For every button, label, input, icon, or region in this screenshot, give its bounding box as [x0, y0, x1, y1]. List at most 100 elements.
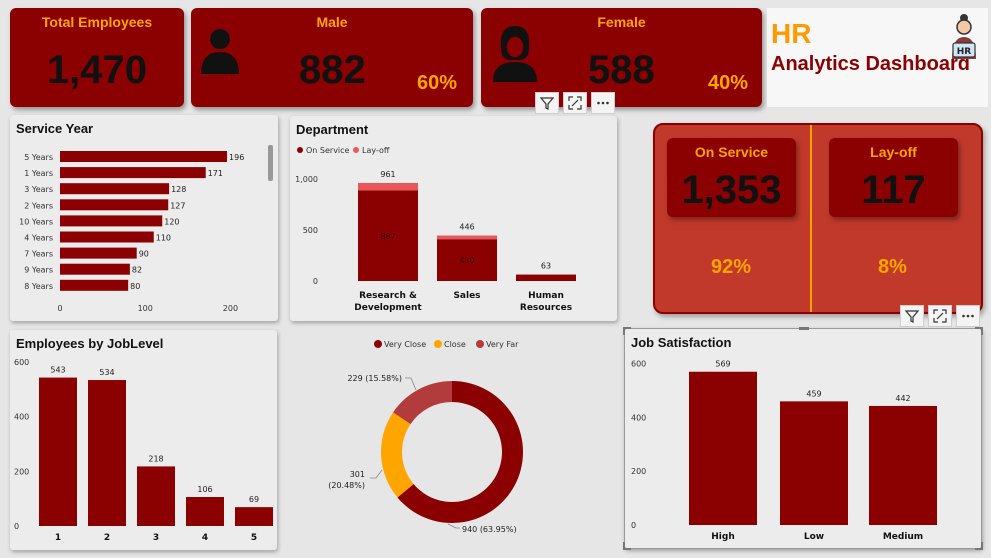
service-year-bar	[60, 183, 170, 195]
service-year-category-label: 5 Years	[24, 153, 53, 162]
focus-mode-button[interactable]	[563, 92, 587, 114]
job-level-y-tick: 200	[14, 467, 29, 476]
service-year-value-label: 110	[156, 234, 171, 243]
male-pct: 60%	[417, 72, 458, 94]
department-title: Department	[296, 122, 369, 137]
male-user-icon	[201, 29, 239, 74]
hr-logo-text: HR	[957, 47, 972, 57]
job-level-value-label: 106	[197, 485, 212, 494]
service-year-x-tick: 100	[138, 304, 153, 313]
female-card[interactable]: Female 588 40%	[481, 8, 762, 107]
job-satisfaction-category-label: Low	[804, 532, 824, 542]
department-legend-label: Lay-off	[362, 146, 390, 155]
job-level-bar	[186, 497, 224, 526]
job-level-y-tick: 400	[14, 413, 29, 422]
job-level-category-label: 1	[55, 533, 61, 543]
job-satisfaction-value-label: 569	[715, 360, 730, 369]
department-total-label: 63	[541, 262, 551, 271]
distance-legend-marker	[476, 340, 484, 348]
job-satisfaction-panel[interactable]: Job Satisfaction 0 200 400 600 569 High 459 Low…	[623, 327, 983, 550]
service-year-category-label: 10 Years	[19, 217, 53, 226]
service-status-panel[interactable]: On Service 1,353 92% Lay-off 117 8%	[653, 123, 983, 314]
department-y-tick: 0	[313, 277, 318, 286]
job-level-y-tick: 600	[14, 358, 29, 367]
more-options-button[interactable]	[591, 92, 615, 114]
service-year-category-label: 3 Years	[24, 185, 53, 194]
distance-slice-label: 229 (15.58%)	[347, 374, 402, 383]
dashboard-subtitle: Analytics Dashboard	[771, 53, 970, 75]
distance-legend-marker	[434, 340, 442, 348]
filter-icon	[540, 97, 554, 110]
distance-donut-slice	[397, 381, 523, 523]
distance-legend-label: Close	[444, 340, 466, 349]
total-employees-title: Total Employees	[41, 14, 153, 30]
job-satisfaction-y-tick: 0	[631, 521, 636, 530]
female-value: 588	[588, 48, 655, 92]
job-level-value-label: 534	[99, 368, 114, 377]
status-filter-button[interactable]	[900, 305, 924, 327]
department-panel[interactable]: Department On Service Lay-off 0 500 1,000 961…	[290, 116, 617, 321]
distance-legend-label: Very Far	[486, 340, 519, 349]
department-total-label: 446	[459, 223, 474, 232]
distance-leader-line	[405, 377, 417, 391]
service-year-value-label: 80	[130, 282, 140, 291]
department-y-tick: 1,000	[295, 175, 318, 184]
job-level-chart: 0 200 400 600 543 1 534 2 218 3 106 4 69 5	[14, 358, 273, 543]
service-year-value-label: 196	[229, 153, 244, 162]
service-year-chart: 5 Years 196 1 Years 171 3 Years 128 2 Years 127…	[19, 151, 244, 313]
department-bar-on-service	[358, 190, 418, 281]
resize-handle-top[interactable]	[799, 327, 809, 330]
status-focus-mode-button[interactable]	[928, 305, 952, 327]
distance-legend-marker	[374, 340, 382, 348]
department-chart: On Service Lay-off 0 500 1,000 961 887 Research…	[295, 146, 576, 313]
on-service-value: 1,353	[681, 168, 782, 212]
service-year-bar	[60, 199, 169, 211]
on-service-card[interactable]: On Service 1,353	[667, 138, 796, 217]
service-year-bar	[60, 215, 163, 227]
job-satisfaction-bar	[869, 405, 937, 525]
department-category-label: Resources	[520, 303, 572, 313]
service-year-bar	[60, 151, 228, 162]
job-satisfaction-y-tick: 400	[631, 413, 646, 422]
resize-corner-tl[interactable]	[623, 327, 631, 335]
job-satisfaction-value-label: 442	[895, 394, 910, 403]
resize-corner-tr[interactable]	[975, 327, 983, 335]
job-level-value-label: 218	[148, 454, 163, 463]
distance-legend-label: Very Close	[384, 340, 426, 349]
job-level-bar	[137, 466, 175, 526]
service-year-value-label: 120	[164, 217, 179, 226]
layoff-title: Lay-off	[870, 144, 917, 160]
male-value: 882	[299, 48, 366, 92]
resize-corner-bl[interactable]	[623, 542, 631, 550]
service-year-x-tick: 200	[223, 304, 238, 313]
focus-mode-icon	[933, 309, 947, 323]
service-year-scrollbar[interactable]	[268, 145, 273, 181]
job-level-bar	[39, 377, 77, 526]
service-year-x-tick: 0	[57, 304, 62, 313]
filter-button[interactable]	[535, 92, 559, 114]
distance-slice-label: 940 (63.95%)	[462, 525, 517, 534]
service-year-panel[interactable]: Service Year 5 Years 196 1 Years 171 3 Years…	[10, 115, 278, 321]
male-card[interactable]: Male 882 60%	[191, 8, 473, 107]
job-level-bar	[88, 380, 126, 526]
department-bar-layoff	[437, 235, 497, 240]
hr-person-icon: HR	[952, 14, 976, 59]
service-year-bar	[60, 279, 129, 291]
department-category-label: Sales	[453, 291, 480, 301]
job-satisfaction-category-label: Medium	[883, 532, 923, 542]
job-satisfaction-title: Job Satisfaction	[631, 335, 732, 350]
department-category-label: Research &	[359, 291, 417, 301]
status-divider	[810, 125, 812, 312]
status-more-options-button[interactable]	[956, 305, 980, 327]
distance-leader-line	[370, 469, 383, 479]
resize-corner-br[interactable]	[975, 542, 983, 550]
department-legend-marker	[353, 147, 359, 153]
layoff-pct: 8%	[878, 256, 907, 278]
service-year-bar	[60, 247, 137, 259]
layoff-card[interactable]: Lay-off 117	[829, 138, 958, 217]
department-y-tick: 500	[303, 226, 318, 235]
job-level-panel[interactable]: Employees by JobLevel 0 200 400 600 543 1 534 2…	[10, 330, 277, 550]
distance-donut-chart: Very Close Close Very Far 940 (63.95%) 301 (2…	[328, 340, 523, 534]
female-title: Female	[597, 14, 646, 30]
total-employees-card[interactable]: Total Employees 1,470	[10, 8, 184, 107]
